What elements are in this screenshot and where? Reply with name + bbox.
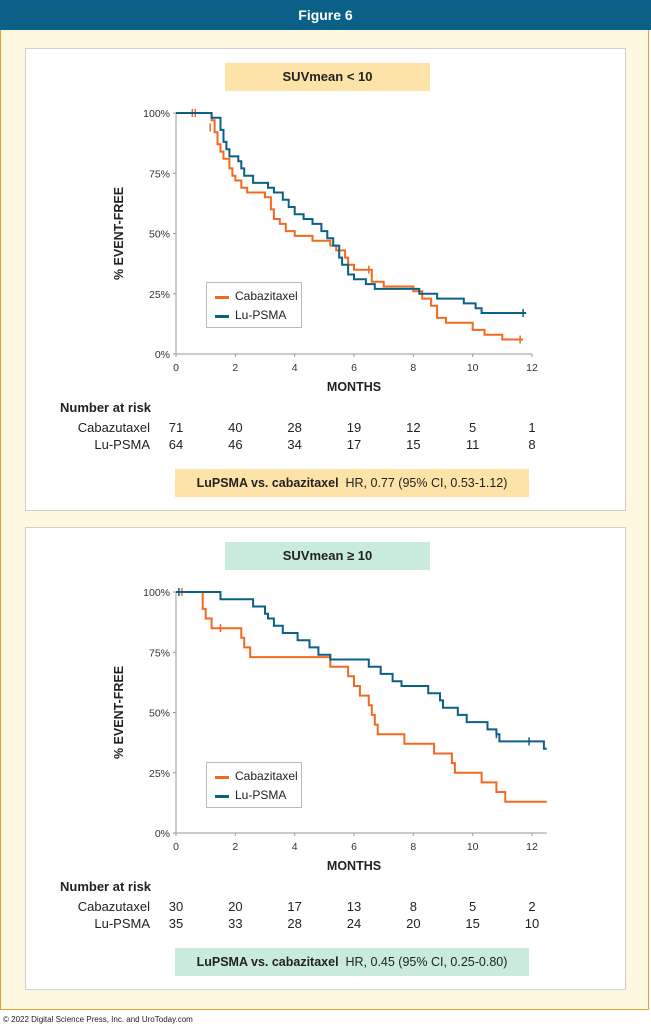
risk-count: 13 [346, 899, 362, 914]
risk-table-heading: Number at risk [60, 400, 152, 415]
risk-count: 5 [469, 420, 477, 435]
x-tick-label: 2 [232, 841, 238, 853]
series-line-lu-psma [176, 591, 547, 750]
risk-count: 1 [528, 420, 536, 435]
y-tick-label: 25% [149, 768, 170, 780]
km-chart: 0% 25% 50% 75% 100% 0 2 4 6 8 10 12 MONTHS % EVENT-FR… [112, 587, 547, 873]
x-tick-label: 6 [351, 841, 357, 853]
y-tick-label: 50% [149, 229, 170, 241]
risk-row-label: Cabazutaxel [77, 899, 150, 914]
figure-header: Figure 6 [0, 0, 651, 30]
hr-comparison: LuPSMA vs. cabazitaxel [196, 955, 339, 969]
chart-legend: Cabazitaxel Lu-PSMA [206, 762, 302, 808]
x-tick-label: 4 [292, 841, 298, 853]
y-tick-label: 50% [149, 708, 170, 720]
x-axis-label: MONTHS [327, 859, 381, 873]
x-tick-label: 12 [526, 362, 538, 374]
hazard-ratio-box: LuPSMA vs. cabazitaxel HR, 0.45 (95% CI,… [175, 948, 529, 976]
x-tick-label: 10 [467, 362, 479, 374]
x-tick-label: 4 [292, 362, 298, 374]
risk-count: 17 [287, 899, 302, 914]
risk-count: 17 [346, 437, 362, 452]
risk-row-label: Lu-PSMA [94, 916, 150, 931]
y-tick-label: 100% [143, 108, 170, 120]
risk-count: 2 [528, 899, 536, 914]
y-tick-label: 0% [155, 349, 170, 361]
risk-count: 46 [228, 437, 243, 452]
risk-count: 28 [287, 420, 302, 435]
risk-count: 8 [409, 899, 417, 914]
hr-value: HR, 0.77 (95% CI, 0.53-1.12) [345, 476, 508, 490]
risk-count: 35 [168, 916, 184, 931]
x-tick-label: 6 [351, 362, 357, 374]
legend-swatch [215, 795, 229, 798]
risk-count: 15 [465, 916, 480, 931]
legend-label: Lu-PSMA [235, 788, 287, 802]
risk-count: 8 [528, 437, 536, 452]
legend-label: Cabazitaxel [235, 289, 298, 303]
risk-row-label: Cabazutaxel [77, 420, 150, 435]
x-axis-label: MONTHS [327, 380, 381, 394]
y-axis-label: % EVENT-FREE [112, 187, 126, 280]
km-chart: 0% 25% 50% 75% 100% 0 2 4 6 8 10 12 MONTHS % EVENT-FR… [112, 108, 538, 394]
risk-count: 33 [228, 916, 243, 931]
risk-count: 5 [469, 899, 477, 914]
x-tick-label: 8 [410, 841, 416, 853]
risk-count: 30 [168, 899, 184, 914]
x-tick-label: 0 [173, 362, 179, 374]
hr-value: HR, 0.45 (95% CI, 0.25-0.80) [345, 955, 508, 969]
chart-panel-suvmean-high: SUVmean ≥ 10 0% 25% 50% 75% 100% 0 2 4 6 8 10 12 MON… [25, 527, 626, 990]
x-tick-label: 12 [526, 841, 538, 853]
risk-row-label: Lu-PSMA [94, 437, 150, 452]
y-tick-label: 75% [149, 647, 170, 659]
y-tick-label: 100% [143, 587, 170, 599]
y-axis-label: % EVENT-FREE [112, 666, 126, 759]
risk-count: 64 [168, 437, 184, 452]
risk-count: 19 [346, 420, 362, 435]
series-line-cabazitaxel [176, 112, 524, 341]
x-tick-label: 10 [467, 841, 479, 853]
chart-panel-suvmean-low: SUVmean < 10 0% 25% 50% 75% 100% 0 2 4 6 8 10 12 MON… [25, 48, 626, 511]
y-tick-label: 0% [155, 828, 170, 840]
risk-count: 24 [346, 916, 362, 931]
x-tick-label: 8 [410, 362, 416, 374]
risk-count: 12 [406, 420, 421, 435]
series-line-lu-psma [176, 112, 527, 314]
y-tick-label: 75% [149, 168, 170, 180]
risk-count: 15 [406, 437, 421, 452]
chart-legend: Cabazitaxel Lu-PSMA [206, 282, 302, 328]
x-tick-label: 2 [232, 362, 238, 374]
legend-swatch [215, 296, 229, 299]
risk-count: 11 [465, 437, 480, 452]
risk-count: 20 [228, 899, 243, 914]
copyright-footer: © 2022 Digital Science Press, Inc. and U… [3, 1015, 193, 1024]
hr-comparison: LuPSMA vs. cabazitaxel [196, 476, 339, 490]
risk-count: 71 [168, 420, 184, 435]
risk-table-heading: Number at risk [60, 879, 152, 894]
hazard-ratio-box: LuPSMA vs. cabazitaxel HR, 0.77 (95% CI,… [175, 469, 529, 497]
risk-count: 10 [524, 916, 540, 931]
risk-count: 40 [228, 420, 243, 435]
legend-label: Lu-PSMA [235, 308, 287, 322]
y-tick-label: 25% [149, 289, 170, 301]
risk-count: 28 [287, 916, 302, 931]
panel-title: SUVmean < 10 [225, 63, 430, 91]
series-line-cabazitaxel [176, 591, 547, 803]
x-tick-label: 0 [173, 841, 179, 853]
risk-count: 20 [406, 916, 421, 931]
legend-swatch [215, 776, 229, 779]
risk-count: 34 [287, 437, 302, 452]
legend-label: Cabazitaxel [235, 769, 298, 783]
panel-title: SUVmean ≥ 10 [225, 542, 430, 570]
legend-swatch [215, 315, 229, 318]
